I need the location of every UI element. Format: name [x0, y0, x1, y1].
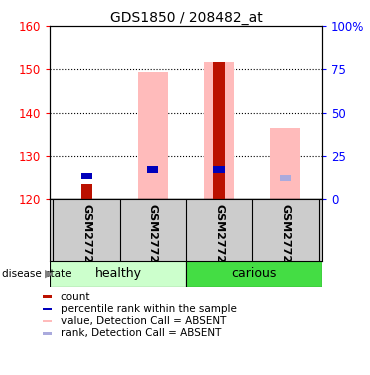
Bar: [43, 308, 52, 310]
Text: percentile rank within the sample: percentile rank within the sample: [61, 304, 237, 314]
Bar: [213, 166, 225, 172]
Text: GSM27727: GSM27727: [81, 204, 91, 271]
Bar: [81, 172, 92, 179]
Bar: [204, 62, 234, 199]
Text: healthy: healthy: [94, 267, 141, 280]
Bar: [81, 184, 92, 199]
Bar: [138, 72, 168, 199]
Text: carious: carious: [231, 267, 277, 280]
Bar: [50, 261, 186, 287]
Bar: [280, 175, 291, 181]
Bar: [43, 332, 52, 334]
Bar: [213, 62, 225, 199]
Bar: [147, 166, 158, 172]
Text: ▶: ▶: [45, 269, 54, 279]
Text: GSM27725: GSM27725: [214, 204, 224, 270]
Title: GDS1850 / 208482_at: GDS1850 / 208482_at: [110, 11, 262, 25]
Text: GSM27726: GSM27726: [280, 204, 290, 271]
Text: rank, Detection Call = ABSENT: rank, Detection Call = ABSENT: [61, 328, 221, 338]
Bar: [213, 166, 225, 172]
Bar: [43, 320, 52, 322]
Bar: [43, 296, 52, 298]
Text: disease state: disease state: [2, 269, 71, 279]
Bar: [186, 261, 322, 287]
Bar: [147, 166, 158, 172]
Bar: [270, 128, 300, 199]
Text: GSM27728: GSM27728: [148, 204, 158, 271]
Text: count: count: [61, 292, 90, 302]
Text: value, Detection Call = ABSENT: value, Detection Call = ABSENT: [61, 316, 226, 326]
